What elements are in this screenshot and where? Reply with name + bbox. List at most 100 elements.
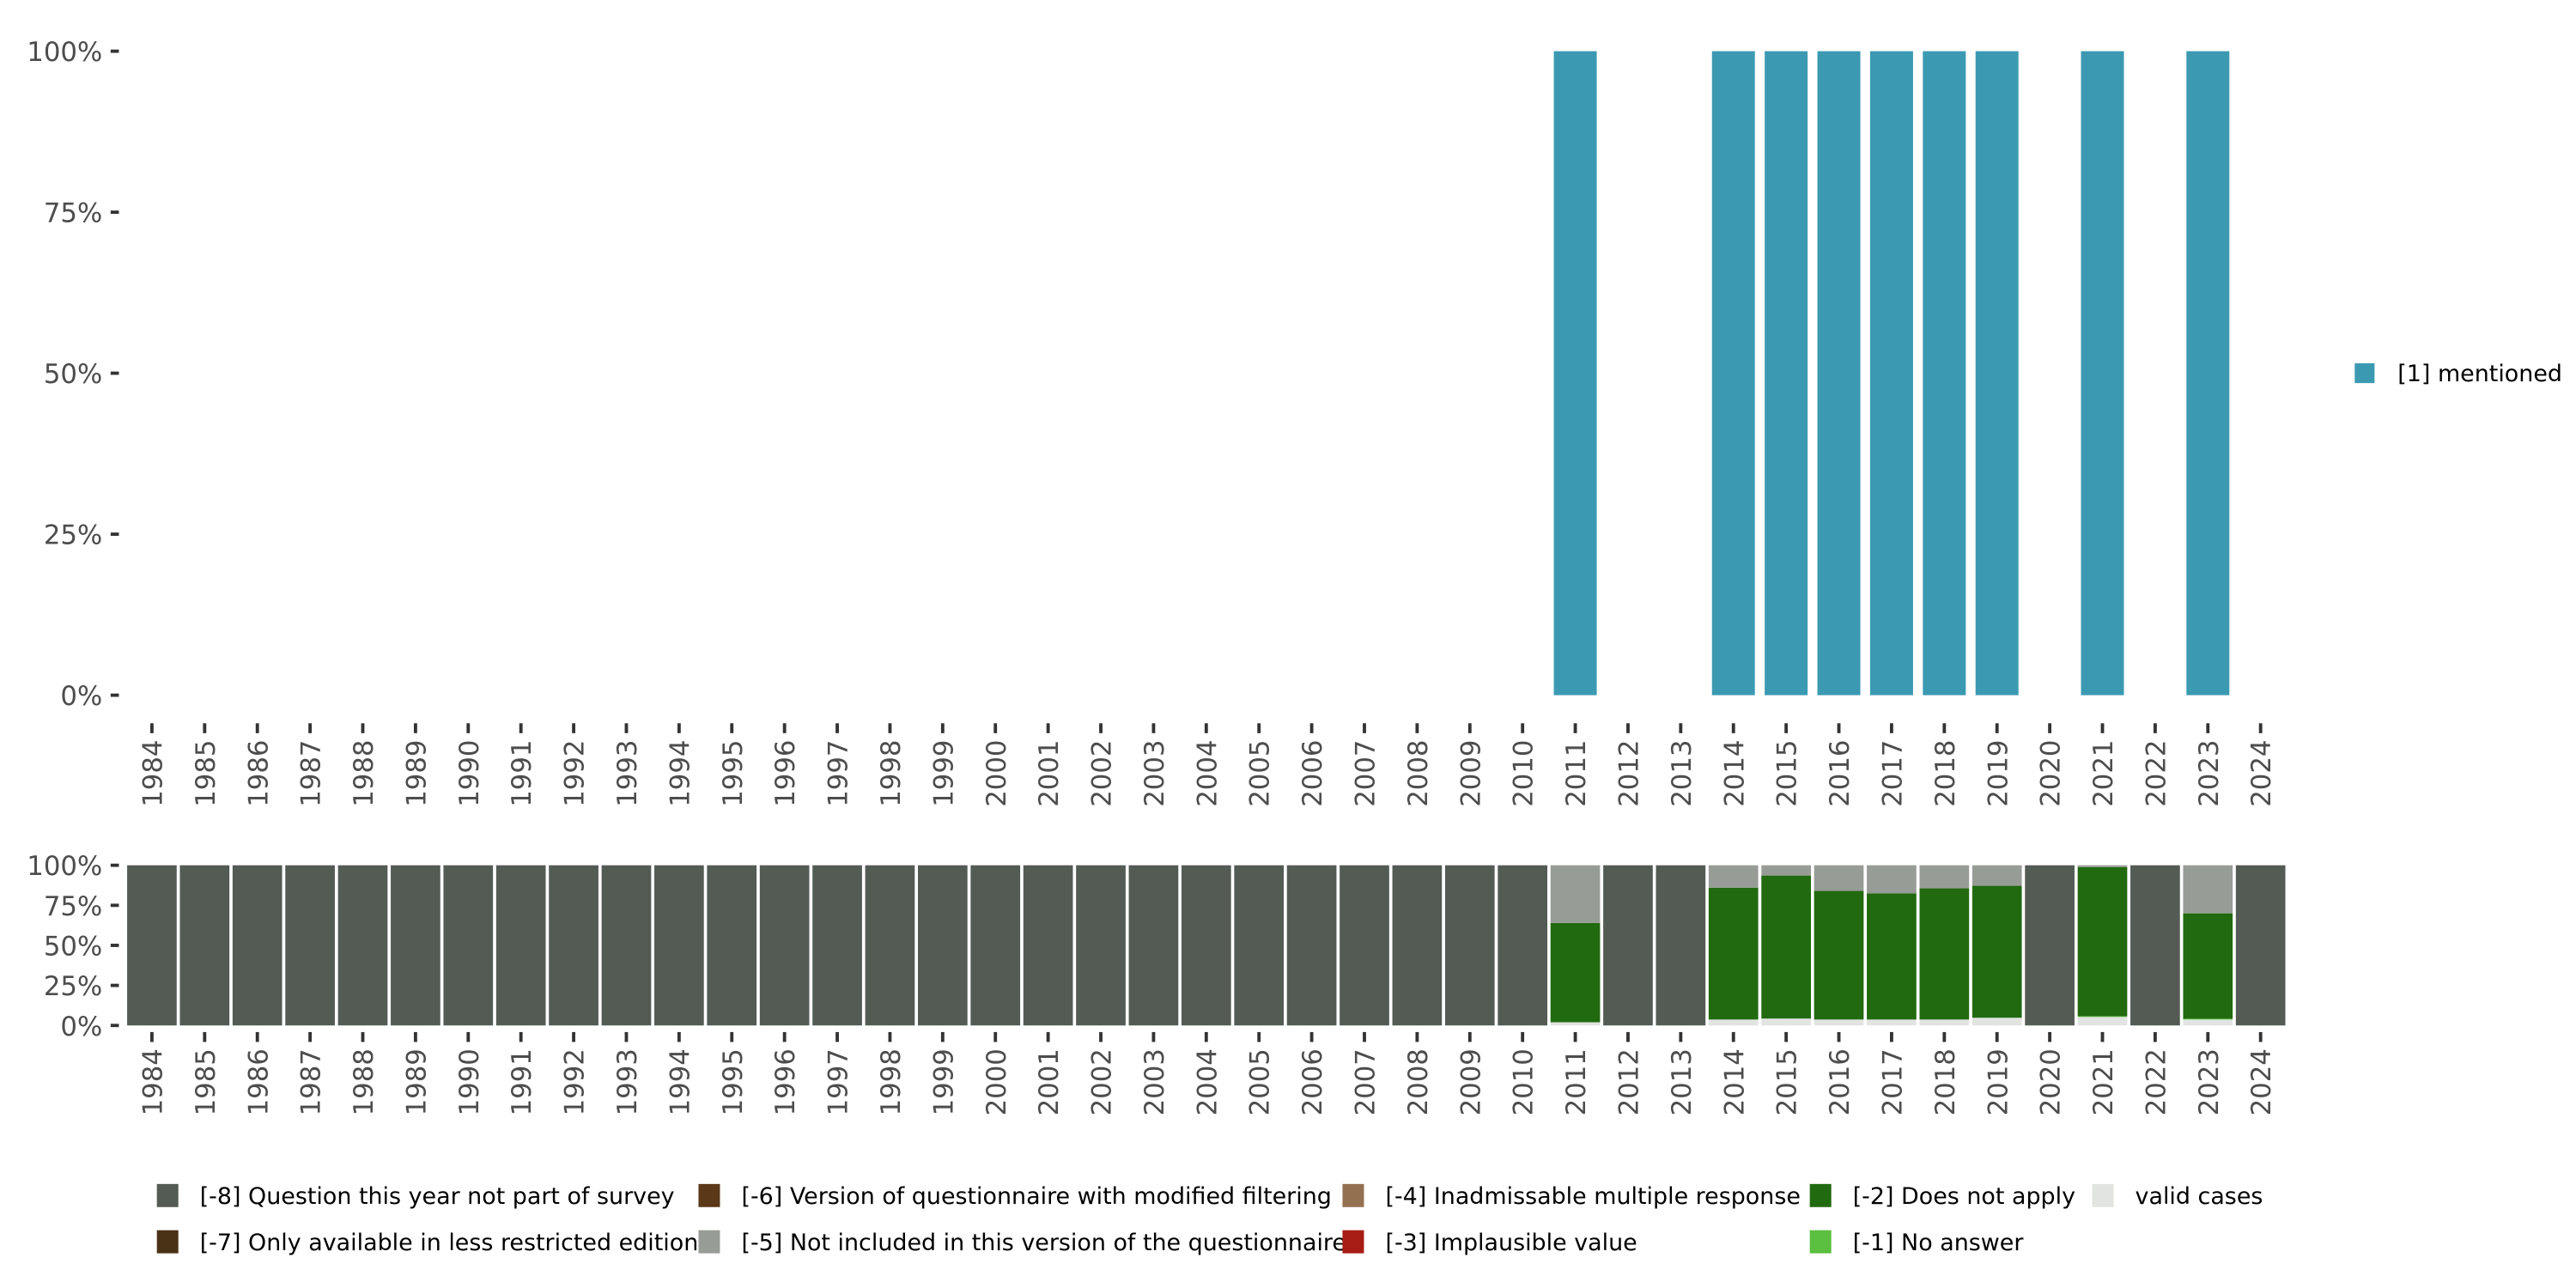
x-tick-label: 2013 [1667,1048,1698,1115]
x-tick-label: 1996 [770,740,801,807]
x-tick-label: 1999 [928,740,959,807]
y-tick-label: 50% [44,932,102,963]
legend-label: [-5] Not included in this version of the… [741,1230,1346,1256]
x-tick-label: 1997 [823,740,854,807]
x-tick-label: 2006 [1297,740,1328,807]
x-tick-label: 2009 [1455,740,1486,807]
bar-segment [1971,885,2022,1018]
legend-key [1342,1230,1364,1254]
bar-segment [2025,865,2075,1026]
bar-segment [2077,865,2128,867]
bar-segment [1761,1018,1811,1026]
x-tick-label: 2010 [1509,1048,1540,1115]
x-tick-label: 2018 [1930,740,1961,807]
legend-key [156,1230,179,1254]
y-tick-label: 25% [44,520,102,551]
legend-label: [-7] Only available in less restricted e… [200,1230,699,1256]
bar-segment [2077,866,2128,1017]
bar-segment [1971,1018,2022,1026]
y-tick-label: 25% [44,971,102,1002]
x-tick-label: 1986 [243,1048,274,1115]
x-tick-label: 1984 [137,740,168,807]
bar-segment [1076,865,1126,1026]
bar-segment [1814,865,1864,891]
x-tick-label: 2002 [1087,1048,1118,1115]
x-tick-label: 1999 [928,1048,959,1115]
x-tick-label: 2011 [1561,740,1592,807]
bar-segment [1814,1019,1864,1026]
x-tick-label: 1993 [612,740,643,807]
x-tick-label: 1988 [349,1048,380,1115]
x-tick-label: 2018 [1930,1048,1961,1115]
bar-mentioned [1711,51,1755,696]
x-tick-label: 2006 [1297,1048,1328,1115]
x-tick-label: 2020 [2036,1048,2067,1115]
top-chart: 0% 25% 50% 75% 100% 1984 1985 1986 1987 1988 1989 1… [27,37,2562,807]
x-tick-label: 2021 [2088,740,2119,807]
x-tick-label: 1991 [507,740,538,807]
legend-key [1342,1183,1364,1207]
x-tick-label: 2009 [1455,1048,1486,1115]
x-tick-label: 2017 [1877,740,1908,807]
bar-segment [1708,865,1759,888]
bar-segment [1919,1019,1970,1026]
x-tick-label: 1987 [296,740,327,807]
bar-segment [1814,890,1864,1020]
bar-mentioned [1923,51,1966,696]
x-tick-label: 2024 [2246,740,2277,807]
x-tick-label: 2017 [1877,1048,1908,1115]
x-tick-label: 2023 [2194,1048,2225,1115]
x-tick-label: 1984 [137,1048,168,1115]
x-tick-label: 2011 [1561,1048,1592,1115]
x-tick-label: 2022 [2141,1048,2172,1115]
bar-mentioned [1817,51,1861,696]
x-tick-label: 1994 [665,1048,696,1115]
legend-key-mentioned [2354,363,2375,384]
bar-segment [865,865,915,1026]
x-tick-label: 2019 [1983,1048,2014,1115]
bar-mentioned [1975,51,2019,696]
x-tick-label: 1985 [191,740,222,807]
bar-segment [2183,1018,2233,1020]
y-tick-label: 75% [44,891,102,922]
x-tick-label: 2001 [1034,740,1065,807]
bar-segment [2183,865,2233,914]
x-tick-label: 2023 [2194,740,2225,807]
bar-segment [1392,865,1443,1026]
x-tick-label: 1998 [876,740,907,807]
legend-label: [-6] Version of questionnaire with modif… [741,1183,1331,1210]
legend-label: [-8] Question this year not part of surv… [200,1183,675,1210]
bar-segment [1919,888,1970,1020]
bar-segment [917,865,968,1026]
bar-segment [1550,865,1601,923]
bar-segment [1498,865,1548,1026]
bar-mentioned [2186,51,2230,696]
bar-segment [1181,865,1231,1026]
bar-segment [2235,865,2286,1026]
x-tick-label: 1992 [560,740,591,807]
x-tick-label: 2012 [1614,740,1645,807]
bar-segment [1340,865,1389,1026]
x-tick-label: 2021 [2088,1048,2119,1115]
bar-segment [1603,865,1653,1026]
bar-segment [1550,922,1601,1023]
bar-segment [759,865,810,1026]
x-tick-label: 2005 [1245,1048,1276,1115]
bar-segment [1286,865,1337,1026]
bar-segment [1656,865,1706,1026]
x-tick-label: 2019 [1983,740,2014,807]
bar-segment [1708,887,1759,1020]
bar-segment [1761,865,1811,876]
x-tick-label: 2014 [1719,1048,1750,1115]
bar-segment [549,865,598,1026]
bar-segment [601,865,652,1026]
x-tick-label: 1986 [243,740,274,807]
bar-segment [179,865,230,1026]
bar-segment [812,865,862,1026]
x-tick-label: 1993 [612,1048,643,1115]
x-tick-label: 2024 [2246,1048,2277,1115]
legend-label: [-2] Does not apply [1853,1183,2075,1210]
legend-key [1809,1230,1832,1254]
bar-segment [127,865,177,1026]
bar-mentioned [1765,51,1808,696]
